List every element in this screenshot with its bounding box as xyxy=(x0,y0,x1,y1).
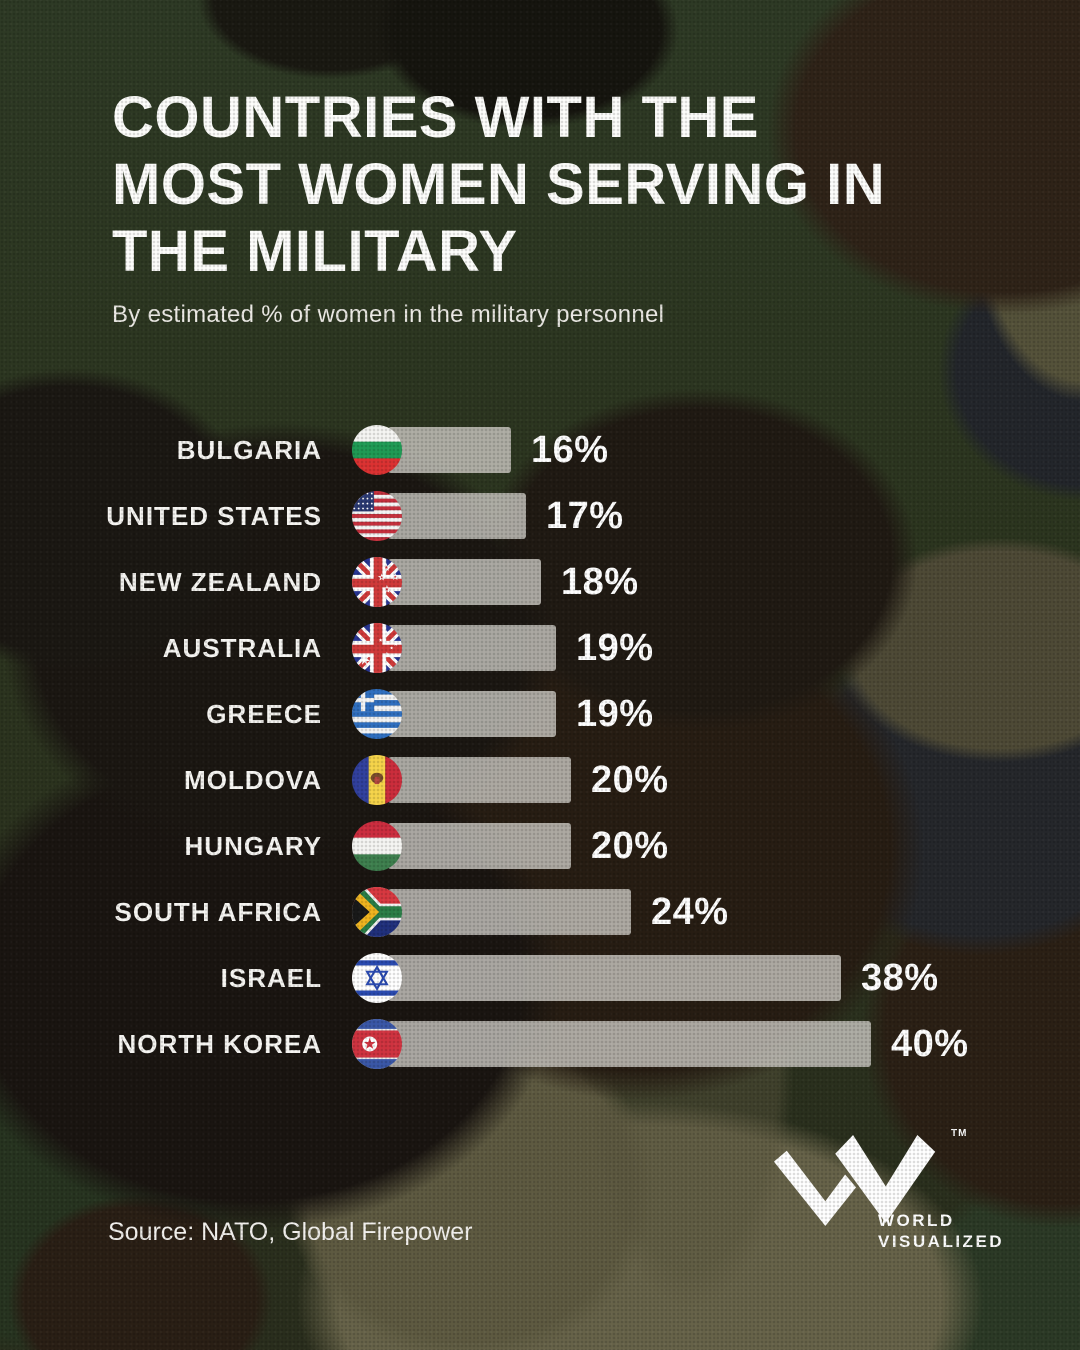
title-line: THE MILITARY xyxy=(112,219,518,284)
chart-row: GREECE 19% xyxy=(90,689,1080,739)
chart-row: ISRAEL 38% xyxy=(90,953,1080,1003)
flag-north-korea-icon xyxy=(352,1019,402,1069)
brand-line: VISUALIZED xyxy=(878,1232,1005,1251)
value-label: 38% xyxy=(861,956,939,999)
country-label: NEW ZEALAND xyxy=(118,566,322,597)
bar-area: 16% xyxy=(352,425,1080,475)
header: COUNTRIES WITH THE MOST WOMEN SERVING IN… xyxy=(112,84,885,329)
value-label: 18% xyxy=(561,560,639,603)
bar-area: 18% xyxy=(352,557,1080,607)
bar xyxy=(388,625,556,671)
page-title: COUNTRIES WITH THE MOST WOMEN SERVING IN… xyxy=(112,84,885,285)
bar xyxy=(388,757,571,803)
value-label: 16% xyxy=(531,428,609,471)
bar xyxy=(388,823,571,869)
flag-hungary-icon xyxy=(352,821,402,871)
flag-moldova-icon xyxy=(352,755,402,805)
bar xyxy=(388,493,526,539)
bar xyxy=(388,955,841,1001)
bar-area: 19% xyxy=(352,689,1080,739)
flag-greece-icon xyxy=(352,689,402,739)
source-text: Source: NATO, Global Firepower xyxy=(108,1218,473,1246)
bar xyxy=(388,427,511,473)
flag-south-africa-icon xyxy=(352,887,402,937)
brand-logo: TM WORLD VISUALIZED xyxy=(768,1124,1008,1274)
chart-row: NORTH KOREA 40% xyxy=(90,1019,1080,1069)
flag-new-zealand-icon xyxy=(352,557,402,607)
bar-area: 17% xyxy=(352,491,1080,541)
bar-chart: BULGARIA 16% UNITED STATES 17% NEW ZEALAND 1… xyxy=(90,425,1080,1086)
brand-line: WORLD xyxy=(878,1211,955,1230)
value-label: 17% xyxy=(546,494,624,537)
title-line: MOST WOMEN SERVING IN xyxy=(112,152,886,217)
country-label: MOLDOVA xyxy=(184,764,322,795)
chart-row: SOUTH AFRICA 24% xyxy=(90,887,1080,937)
country-label: BULGARIA xyxy=(176,434,322,465)
bar-area: 40% xyxy=(352,1019,1080,1069)
chart-row: MOLDOVA 20% xyxy=(90,755,1080,805)
country-label: GREECE xyxy=(206,698,322,729)
page-subtitle: By estimated % of women in the military … xyxy=(112,301,665,328)
chart-row: NEW ZEALAND 18% xyxy=(90,557,1080,607)
bar xyxy=(388,889,631,935)
country-label: SOUTH AFRICA xyxy=(114,896,322,927)
chart-row: HUNGARY 20% xyxy=(90,821,1080,871)
logo-w-mark-icon xyxy=(773,1134,936,1226)
chart-row: UNITED STATES 17% xyxy=(90,491,1080,541)
value-label: 19% xyxy=(576,692,654,735)
bar-area: 19% xyxy=(352,623,1080,673)
chart-row: AUSTRALIA 19% xyxy=(90,623,1080,673)
value-label: 20% xyxy=(591,824,669,867)
country-label: ISRAEL xyxy=(220,962,322,993)
bar-area: 20% xyxy=(352,821,1080,871)
brand-wordmark: WORLD VISUALIZED xyxy=(878,1210,1004,1252)
country-label: UNITED STATES xyxy=(106,500,322,531)
country-label: HUNGARY xyxy=(184,830,322,861)
value-label: 20% xyxy=(591,758,669,801)
bar-area: 24% xyxy=(352,887,1080,937)
value-label: 19% xyxy=(576,626,654,669)
trademark-label: TM xyxy=(951,1128,968,1139)
flag-united-states-icon xyxy=(352,491,402,541)
value-label: 40% xyxy=(891,1022,969,1065)
bar xyxy=(388,691,556,737)
bar-area: 38% xyxy=(352,953,1080,1003)
country-label: NORTH KOREA xyxy=(117,1028,322,1059)
bar xyxy=(388,559,541,605)
bar-area: 20% xyxy=(352,755,1080,805)
flag-australia-icon xyxy=(352,623,402,673)
country-label: AUSTRALIA xyxy=(162,632,322,663)
flag-bulgaria-icon xyxy=(352,425,402,475)
title-line: COUNTRIES WITH THE xyxy=(112,85,759,150)
flag-israel-icon xyxy=(352,953,402,1003)
value-label: 24% xyxy=(651,890,729,933)
bar xyxy=(388,1021,871,1067)
chart-row: BULGARIA 16% xyxy=(90,425,1080,475)
